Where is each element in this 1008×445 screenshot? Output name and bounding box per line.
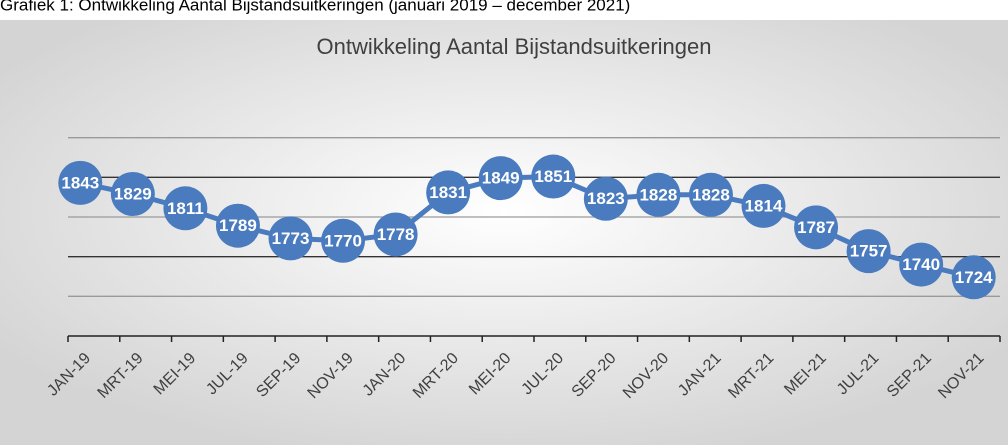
data-point xyxy=(899,242,944,287)
data-label: 1789 xyxy=(219,216,257,235)
data-point xyxy=(478,156,523,201)
data-point xyxy=(951,255,996,300)
caption: Grafiek 1: Ontwikkeling Aantal Bijstands… xyxy=(0,0,630,14)
data-point xyxy=(688,172,733,217)
data-label: 1724 xyxy=(955,268,993,287)
data-label: 1778 xyxy=(377,225,415,244)
data-label: 1773 xyxy=(272,229,310,248)
data-point xyxy=(636,172,681,217)
data-point xyxy=(163,186,208,231)
data-label: 1828 xyxy=(692,185,730,204)
data-point xyxy=(373,212,418,257)
data-label: 1851 xyxy=(534,167,572,186)
data-point xyxy=(58,160,103,205)
data-label: 1843 xyxy=(61,173,99,192)
data-point xyxy=(268,216,313,261)
data-point xyxy=(215,203,260,248)
data-point xyxy=(531,154,576,199)
data-point xyxy=(110,171,155,216)
data-label: 1831 xyxy=(429,183,467,202)
data-label: 1828 xyxy=(639,185,677,204)
data-label: 1849 xyxy=(482,169,520,188)
data-point xyxy=(426,170,471,215)
data-label: 1814 xyxy=(745,196,783,215)
data-point xyxy=(741,183,786,228)
data-point xyxy=(794,205,839,250)
data-point xyxy=(583,176,628,221)
data-label: 1829 xyxy=(114,184,152,203)
data-label: 1740 xyxy=(902,255,940,274)
data-label: 1823 xyxy=(587,189,625,208)
data-label: 1787 xyxy=(797,218,835,237)
chart-title: Ontwikkeling Aantal Bijstandsuitkeringen xyxy=(316,34,711,59)
chart-background xyxy=(0,20,1008,445)
data-label: 1770 xyxy=(324,231,362,250)
data-point xyxy=(846,229,891,274)
data-point xyxy=(321,218,366,263)
data-label: 1757 xyxy=(850,242,888,261)
data-label: 1811 xyxy=(167,199,204,218)
